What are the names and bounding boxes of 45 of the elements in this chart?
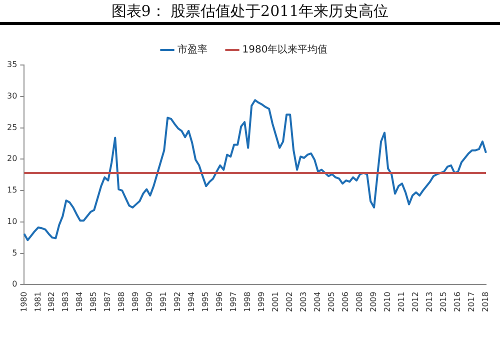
x-tick-label: 2004 bbox=[313, 292, 322, 312]
x-tick-label: 2013 bbox=[425, 292, 434, 312]
x-tick-label: 1991 bbox=[159, 292, 168, 312]
x-tick-label: 1985 bbox=[89, 292, 98, 312]
x-tick-label: 1983 bbox=[61, 292, 70, 312]
x-tick-label: 1980 bbox=[19, 292, 28, 312]
legend-label: 1980年以来平均值 bbox=[242, 44, 328, 56]
x-tick-label: 2003 bbox=[299, 292, 308, 312]
x-tick-label: 1982 bbox=[47, 292, 56, 312]
x-tick-label: 1988 bbox=[117, 292, 126, 312]
y-tick-label: 5 bbox=[12, 248, 18, 258]
y-tick-label: 25 bbox=[6, 122, 18, 132]
x-tick-label: 2006 bbox=[341, 292, 350, 312]
y-tick-label: 35 bbox=[6, 60, 18, 70]
x-tick-label: 2011 bbox=[397, 292, 406, 312]
x-tick-label: 2017 bbox=[467, 292, 476, 312]
y-tick-label: 30 bbox=[6, 91, 18, 100]
x-tick-label: 1999 bbox=[257, 292, 266, 312]
x-tick-label: 2010 bbox=[383, 292, 392, 312]
x-tick-label: 2012 bbox=[411, 292, 420, 312]
x-tick-label: 2009 bbox=[369, 292, 378, 312]
x-tick-label: 2002 bbox=[285, 292, 294, 312]
x-tick-label: 1984 bbox=[75, 292, 84, 312]
x-tick-label: 1987 bbox=[103, 292, 112, 312]
x-tick-label: 1997 bbox=[229, 292, 238, 312]
x-tick-label: 1995 bbox=[201, 292, 210, 312]
x-tick-label: 1994 bbox=[187, 292, 196, 312]
x-tick-label: 2018 bbox=[481, 292, 490, 312]
x-tick-label: 2008 bbox=[355, 292, 364, 312]
x-tick-label: 2001 bbox=[271, 292, 280, 312]
y-tick-label: 20 bbox=[6, 154, 18, 164]
x-tick-label: 1981 bbox=[33, 292, 42, 312]
x-tick-label: 1996 bbox=[215, 292, 224, 312]
x-tick-label: 2015 bbox=[439, 292, 448, 312]
x-tick-label: 1998 bbox=[243, 292, 252, 312]
x-tick-label: 2016 bbox=[453, 292, 462, 312]
x-tick-label: 2005 bbox=[327, 292, 336, 312]
legend-label: 市盈率 bbox=[177, 44, 208, 56]
x-tick-label: 1990 bbox=[145, 292, 154, 312]
x-tick-label: 1989 bbox=[131, 292, 140, 312]
y-tick-label: 10 bbox=[6, 216, 18, 226]
y-tick-label: 0 bbox=[12, 280, 18, 289]
y-tick-label: 15 bbox=[6, 186, 18, 195]
chart-title: 图表9： 股票估值处于2011年来历史高位 bbox=[0, 0, 500, 25]
x-tick-label: 1992 bbox=[173, 292, 182, 312]
